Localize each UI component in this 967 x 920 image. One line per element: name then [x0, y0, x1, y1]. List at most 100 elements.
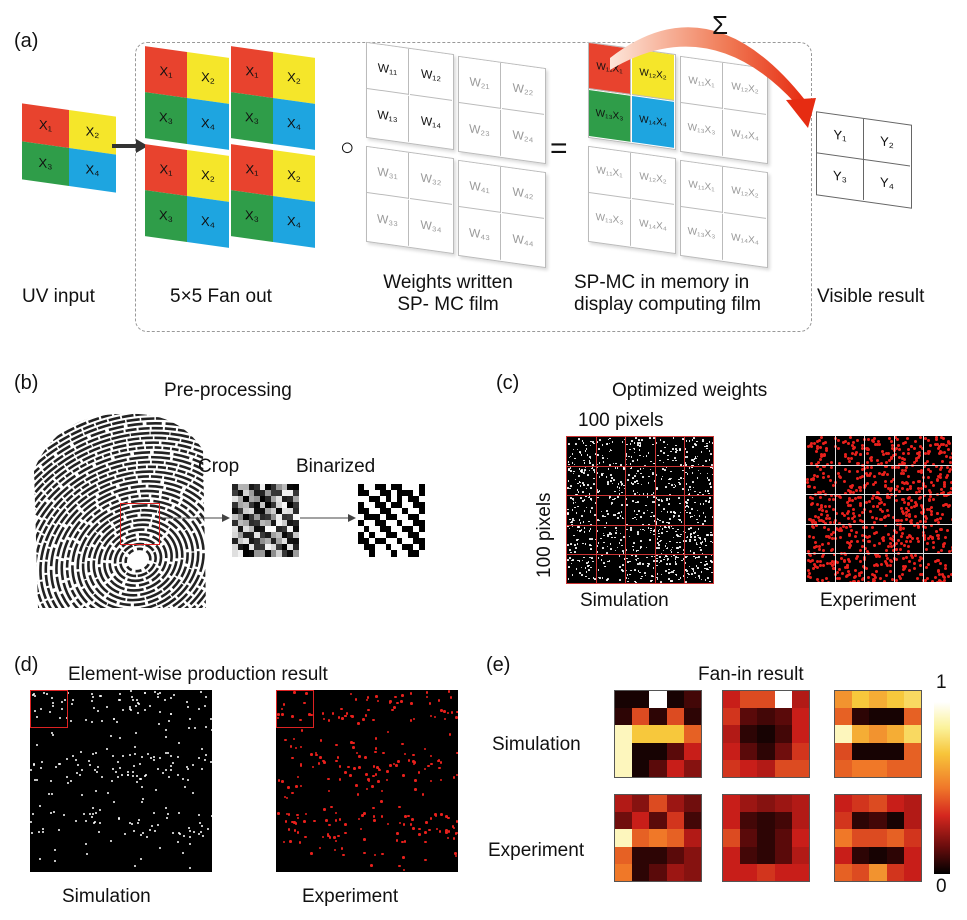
dot: [580, 529, 582, 532]
dot: [352, 741, 355, 745]
dot: [579, 521, 582, 524]
dot: [920, 503, 924, 507]
dot: [823, 454, 827, 457]
dot: [938, 476, 942, 480]
dot: [913, 501, 917, 505]
dot: [626, 504, 628, 507]
dot: [905, 488, 909, 492]
dot: [895, 541, 899, 545]
dot: [668, 527, 671, 530]
dot: [873, 575, 877, 579]
dot: [80, 769, 83, 772]
dot: [590, 566, 592, 569]
dot: [589, 511, 592, 514]
dot: [605, 551, 608, 554]
dot: [660, 560, 662, 562]
dot: [365, 773, 368, 776]
dot: [699, 472, 702, 475]
dot: [942, 481, 946, 485]
grid-line: [654, 437, 656, 583]
binarize-arrow: [300, 514, 356, 522]
dot: [164, 735, 167, 738]
dot: [588, 493, 591, 495]
dot: [836, 560, 840, 564]
dot: [873, 437, 877, 441]
dot: [861, 519, 865, 523]
dot: [291, 791, 294, 795]
dot: [633, 509, 636, 512]
dot: [829, 561, 833, 565]
dot: [685, 483, 688, 485]
dot: [870, 573, 874, 577]
dot: [89, 812, 92, 815]
dot: [886, 495, 890, 499]
dot: [645, 455, 648, 457]
dot: [597, 576, 600, 579]
dot: [943, 503, 947, 507]
dot: [656, 547, 658, 549]
pixel: [358, 514, 364, 521]
dot: [897, 574, 901, 578]
dot: [187, 706, 190, 709]
dot: [914, 440, 918, 444]
exp-highlight-box: [276, 690, 314, 728]
pixel: [380, 544, 386, 551]
dot: [929, 506, 933, 510]
dot: [589, 556, 591, 559]
pixel: [287, 508, 293, 515]
dot: [583, 527, 586, 529]
dot: [886, 509, 890, 513]
dot: [893, 453, 897, 457]
dot: [396, 701, 399, 705]
dot: [875, 516, 879, 520]
dot: [895, 579, 899, 582]
dot: [902, 527, 906, 531]
dot: [398, 864, 401, 868]
dot: [883, 580, 887, 582]
dot: [382, 751, 385, 755]
pixel: [418, 520, 425, 527]
dot: [630, 467, 633, 470]
dot: [571, 525, 574, 528]
dot: [587, 577, 590, 580]
dot: [372, 765, 376, 768]
dot: [435, 827, 439, 831]
dot: [848, 496, 852, 500]
dot: [639, 547, 642, 549]
dot: [918, 450, 922, 454]
pixel: [276, 520, 282, 527]
dot: [170, 697, 173, 700]
pixel: [287, 514, 293, 521]
dot: [632, 477, 634, 479]
pixel: [396, 526, 403, 533]
dot: [704, 515, 707, 518]
pixel: [363, 532, 370, 539]
heat-cell: [740, 829, 758, 847]
dot: [850, 486, 854, 490]
pixel: [369, 508, 375, 515]
heat-cell: [666, 812, 684, 830]
dot: [585, 487, 588, 490]
dot: [843, 453, 847, 457]
dot: [211, 728, 212, 731]
dot: [594, 502, 597, 505]
fanout-cell: X₃: [231, 190, 273, 242]
dot: [613, 513, 615, 516]
dot: [690, 567, 693, 570]
dot: [378, 768, 381, 772]
dot: [36, 778, 39, 781]
dot: [292, 737, 296, 741]
dot: [850, 539, 854, 543]
dot: [698, 515, 701, 517]
pixel: [358, 496, 364, 503]
dot: [609, 533, 612, 536]
dot: [386, 730, 389, 734]
dot: [205, 753, 208, 756]
dot: [170, 755, 173, 758]
dot: [901, 452, 905, 456]
dot: [906, 496, 910, 500]
dot: [402, 856, 405, 859]
dot: [691, 439, 694, 441]
dot: [682, 465, 685, 467]
heat-cell: [903, 725, 921, 743]
